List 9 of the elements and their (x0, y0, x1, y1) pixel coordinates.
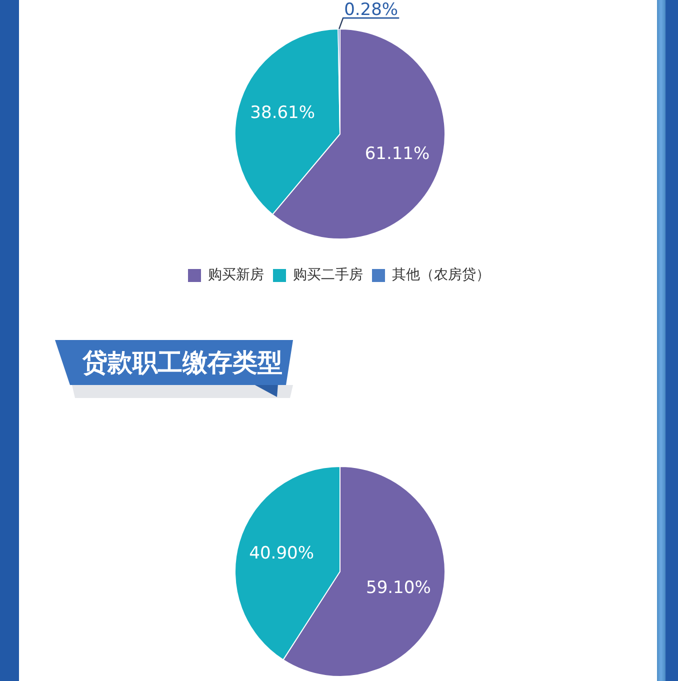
data-label: 38.61% (250, 103, 316, 124)
data-label: 40.90% (249, 544, 314, 564)
legend-label: 购买新房 (208, 266, 264, 284)
legend-label: 其他（农房贷） (392, 266, 490, 284)
legend-label: 购买二手房 (293, 266, 363, 284)
data-label: 0.28% (344, 0, 398, 20)
data-label: 59.10% (366, 578, 431, 598)
data-label: 61.11% (364, 144, 430, 164)
chart-title: 贷款职工缴存类型 (82, 348, 282, 378)
